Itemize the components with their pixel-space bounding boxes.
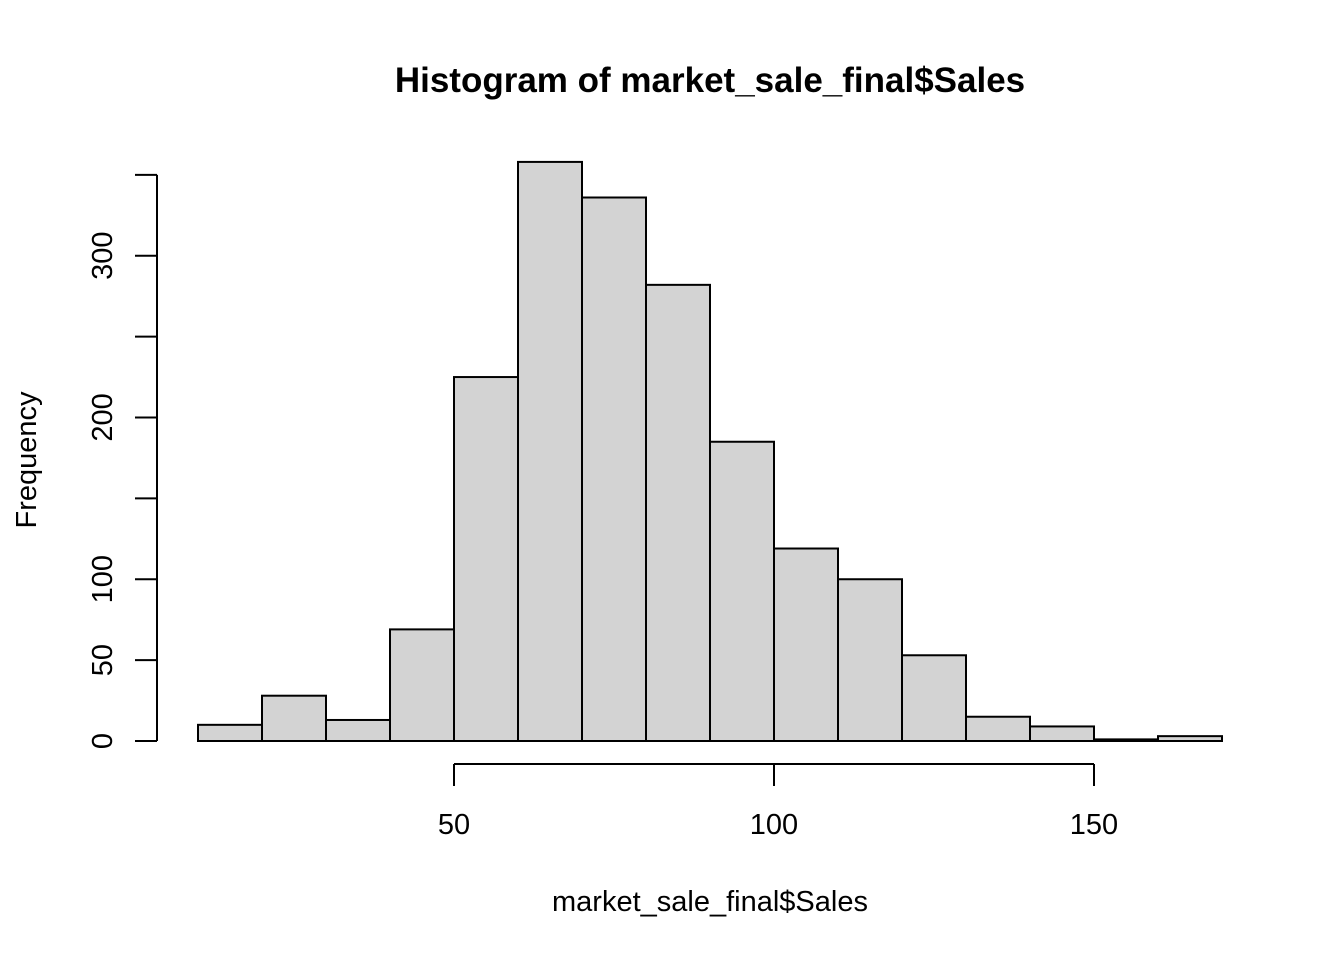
y-tick-label: 0 <box>87 733 119 749</box>
histogram-bar <box>197 723 263 742</box>
chart-title: Histogram of market_sale_final$Sales <box>395 61 1025 100</box>
y-axis: 0 50 100 200 300 <box>87 173 158 749</box>
x-axis: 50 100 150 <box>438 763 1118 841</box>
histogram-bars <box>197 160 1223 743</box>
y-tick-label: 100 <box>87 555 119 603</box>
histogram-bar <box>1157 735 1223 743</box>
histogram-bar <box>517 160 583 743</box>
histogram-bar <box>453 376 519 742</box>
histogram-bar <box>709 440 775 742</box>
histogram-bar <box>1093 738 1159 743</box>
histogram-bar <box>773 547 839 742</box>
x-tick-label: 100 <box>750 809 798 841</box>
y-tick-label: 50 <box>87 644 119 676</box>
histogram-bar <box>1029 725 1095 743</box>
x-axis-label: market_sale_final$Sales <box>552 886 868 918</box>
histogram-bar <box>901 654 967 742</box>
histogram-bar <box>261 694 327 742</box>
y-tick-label: 200 <box>87 393 119 441</box>
histogram-bar <box>965 715 1031 743</box>
histogram-bar <box>325 718 391 743</box>
histogram-bar <box>837 578 903 743</box>
x-tick-label: 50 <box>438 809 470 841</box>
histogram-bar <box>645 283 711 742</box>
y-axis-label: Frequency <box>11 391 43 529</box>
histogram-bar <box>581 196 647 742</box>
y-tick-label: 300 <box>87 232 119 280</box>
histogram-bar <box>389 628 455 743</box>
x-tick-label: 150 <box>1070 809 1118 841</box>
